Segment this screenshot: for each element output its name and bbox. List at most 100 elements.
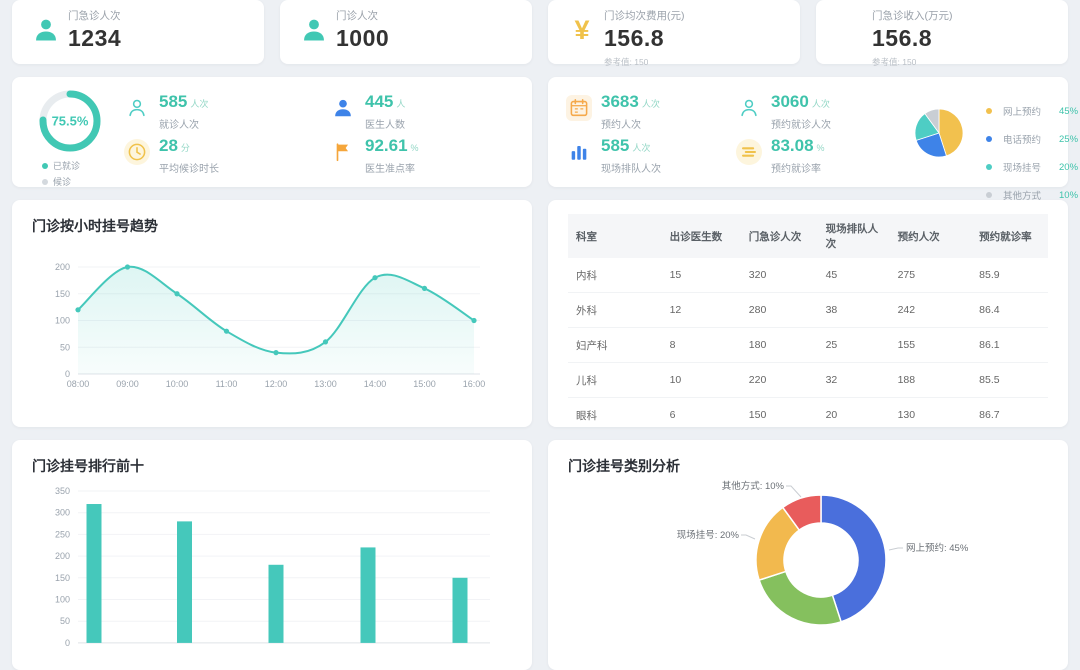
table-cell: 外科	[568, 292, 662, 328]
table-row: 外科 12 280 38 242 86.4	[568, 292, 1048, 328]
kpi-label: 门诊均次费用(元)	[604, 10, 685, 22]
kpi-label: 门诊人次	[336, 10, 378, 22]
stat-value: 28 分	[159, 136, 190, 155]
svg-text:50: 50	[60, 342, 70, 352]
line-point-08:00[interactable]	[75, 307, 81, 313]
legend-dot	[986, 136, 992, 142]
bottom-row: 门诊挂号排行前十 350 300 250 200 150 100 50 0 门诊挂号类别分析 …	[12, 440, 1068, 670]
svg-text:50: 50	[60, 616, 70, 626]
stat-unit: 人次	[811, 99, 830, 109]
stat-unit: 人次	[632, 143, 651, 153]
category-card: 门诊挂号类别分析 网上预约: 45% 现场挂号: 20% 其他方式: 10%	[548, 440, 1068, 670]
flag-icon	[330, 139, 356, 165]
svg-text:14:00: 14:00	[364, 379, 387, 389]
legend-label: 电话预约	[1003, 135, 1042, 146]
person-outline-icon	[736, 95, 762, 121]
ranking-bar[interactable]	[360, 547, 376, 643]
table-header-cell: 门急诊人次	[740, 214, 818, 258]
gauge-legend-item: 已就诊	[42, 159, 80, 172]
clock-icon	[124, 139, 150, 165]
legend-label: 已就诊	[53, 161, 81, 171]
stat-预约就诊率: 83.08% 预约就诊率	[736, 137, 825, 175]
department-table: 科室 出诊医生数 门急诊人次 现场排队人次 预约人次 预约就诊率 内科 15 320 45 275…	[568, 214, 1048, 427]
donut-slice-电话预约[interactable]	[758, 570, 843, 626]
ranking-card: 门诊挂号排行前十 350 300 250 200 150 100 50 0	[12, 440, 532, 670]
person-icon	[330, 95, 356, 121]
stat-unit: 人	[396, 99, 406, 109]
svg-text:75.5%: 75.5%	[52, 114, 89, 129]
stat-现场排队人次: 585 人次现场排队人次	[566, 137, 661, 175]
stat-就诊人次: 585 人次 就诊人次	[124, 93, 208, 131]
category-title: 门诊挂号类别分析	[568, 458, 680, 474]
legend-label: 其他方式	[1003, 191, 1042, 202]
ranking-bar[interactable]	[86, 504, 102, 643]
line-point-13:00[interactable]	[322, 339, 329, 345]
svg-text:200: 200	[55, 551, 70, 561]
svg-text:0: 0	[65, 638, 70, 648]
calendar-icon	[566, 95, 592, 121]
ranking-bar[interactable]	[452, 577, 468, 643]
ranking-bar[interactable]	[268, 564, 284, 643]
svg-text:13:00: 13:00	[314, 379, 337, 389]
svg-text:350: 350	[55, 486, 70, 496]
legend-label: 候诊	[53, 177, 72, 187]
kpi-reference: 参考值: 150	[604, 57, 649, 67]
yen-icon: ¥	[574, 15, 590, 45]
stat-医生人数: 445 人医生人数	[330, 93, 405, 131]
stat-label: 预约就诊率	[771, 164, 821, 175]
table-cell: 20	[817, 397, 890, 427]
line-point-15:00[interactable]	[421, 285, 428, 291]
hourly-line-chart[interactable]: 0 50 100 150 200 08:00 09:00 10:00 11:00 12:00 13:…	[12, 240, 532, 427]
legend-dot	[986, 164, 992, 170]
svg-text:16:00: 16:00	[463, 379, 486, 389]
table-header-cell: 预约人次	[889, 214, 972, 258]
table-cell: 242	[889, 292, 972, 328]
stat-value: 585 人次	[601, 136, 651, 155]
donut-label: 其他方式: 10%	[722, 480, 785, 492]
ranking-bar-chart[interactable]: 350 300 250 200 150 100 50 0	[12, 440, 532, 670]
person-icon	[300, 16, 328, 44]
table-cell: 32	[817, 362, 890, 398]
pie-slice-网上预约[interactable]	[938, 108, 964, 157]
line-point-09:00[interactable]	[124, 264, 131, 270]
line-point-11:00[interactable]	[223, 328, 230, 334]
category-donut-chart[interactable]: 网上预约: 45% 现场挂号: 20% 其他方式: 10%	[548, 440, 1068, 670]
stat-unit: 分	[180, 143, 190, 153]
visited-gauge[interactable]: 75.5%	[38, 89, 102, 153]
ranking-bar[interactable]	[177, 521, 192, 643]
pie-legend-item: 其他方式 10%	[986, 181, 1078, 209]
table-cell: 25	[817, 327, 890, 363]
table-cell: 130	[889, 397, 972, 427]
table-cell: 155	[889, 327, 972, 363]
donut-slice-其他方式[interactable]	[781, 494, 822, 532]
table-cell: 86.7	[971, 397, 1048, 427]
svg-text:11:00: 11:00	[216, 379, 238, 389]
line-point-16:00[interactable]	[471, 317, 477, 324]
icon-placeholder	[836, 16, 864, 44]
pie-slice-其他方式[interactable]	[924, 108, 940, 135]
line-point-14:00[interactable]	[372, 275, 378, 281]
svg-text:09:00: 09:00	[116, 379, 139, 389]
stat-医生准点率: 92.61% 医生准点率	[330, 137, 419, 175]
stat-label: 现场排队人次	[601, 164, 661, 175]
stat-平均候诊时长: 28 分平均候诊时长	[124, 137, 219, 175]
department-table-card: 科室 出诊医生数 门急诊人次 现场排队人次 预约人次 预约就诊率 内科 15 320 45 275…	[548, 200, 1068, 427]
gauge-legend-item: 候诊	[42, 175, 80, 188]
table-cell: 188	[889, 362, 972, 398]
kpi-card-2: 门诊人次 1000	[280, 0, 532, 64]
legend-dot	[986, 108, 992, 114]
table-cell: 15	[661, 258, 741, 293]
appointment-pie-chart[interactable]	[913, 107, 965, 159]
bars-icon	[566, 139, 592, 165]
line-point-12:00[interactable]	[273, 350, 279, 356]
line-point-10:00[interactable]	[174, 291, 180, 297]
pie-slice-电话预约[interactable]	[915, 132, 947, 158]
table-row: 内科 15 320 45 275 85.9	[568, 258, 1048, 293]
svg-text:10:00: 10:00	[166, 379, 189, 389]
stat-value: 445 人	[365, 92, 406, 111]
stat-label: 就诊人次	[159, 120, 199, 131]
stat-value: 83.08%	[771, 136, 825, 155]
table-header-cell: 科室	[568, 214, 662, 258]
stat-label: 预约人次	[601, 120, 641, 131]
